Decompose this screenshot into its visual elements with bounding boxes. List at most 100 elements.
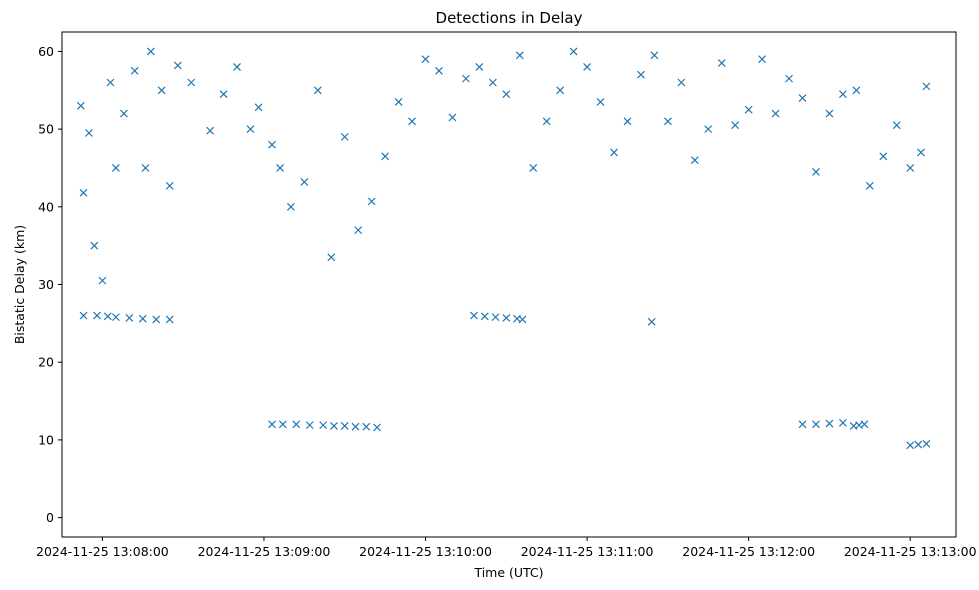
data-point: [340, 421, 349, 430]
data-point: [130, 66, 139, 75]
data-point: [98, 276, 107, 285]
data-point: [313, 86, 322, 95]
y-axis-ticks: 0 10 20 30 40 50 60: [38, 44, 62, 525]
data-point: [647, 317, 656, 326]
data-point: [838, 418, 847, 427]
data-point: [677, 78, 686, 87]
data-point: [111, 164, 120, 172]
data-point: [362, 422, 371, 431]
data-point: [93, 311, 101, 320]
data-point: [518, 315, 527, 324]
data-point: [812, 420, 820, 429]
data-point: [838, 90, 847, 99]
data-point: [690, 156, 699, 165]
data-point: [860, 420, 869, 429]
data-point: [771, 109, 780, 118]
data-point: [529, 164, 538, 172]
data-point: [892, 121, 901, 130]
y-tick-label: 30: [38, 277, 54, 292]
data-point: [502, 90, 511, 99]
data-point: [165, 315, 174, 324]
data-point: [394, 97, 403, 106]
data-point: [79, 188, 88, 197]
data-point: [90, 241, 99, 250]
data-point: [165, 181, 174, 190]
data-point: [758, 55, 767, 64]
data-point: [917, 148, 925, 157]
data-point: [502, 313, 511, 322]
y-tick-label: 0: [46, 510, 54, 525]
y-tick-label: 20: [38, 355, 54, 370]
data-point: [286, 202, 295, 211]
data-point: [865, 181, 874, 190]
data-point: [475, 63, 484, 71]
data-point: [650, 51, 659, 60]
y-tick-label: 50: [38, 122, 54, 137]
data-point: [152, 315, 161, 324]
data-point: [798, 94, 807, 102]
data-point: [852, 86, 861, 95]
data-point: [327, 253, 336, 262]
x-tick-label: 2024-11-25 13:13:00: [844, 544, 977, 559]
data-point: [381, 152, 390, 161]
data-point: [85, 129, 93, 137]
data-point: [798, 420, 807, 429]
data-point: [435, 66, 443, 75]
y-axis-label: Bistatic Delay (km): [12, 225, 27, 344]
data-point: [421, 55, 430, 64]
y-tick-label: 40: [38, 199, 54, 214]
data-point: [79, 311, 88, 320]
data-point: [354, 226, 363, 235]
data-point: [76, 101, 85, 110]
data-point: [157, 86, 166, 95]
data-point: [408, 117, 416, 126]
x-axis-ticks: 2024-11-25 13:08:00 2024-11-25 13:09:00 20…: [36, 537, 977, 559]
data-point: [448, 113, 457, 122]
data-point: [276, 164, 285, 172]
data-point: [491, 313, 500, 322]
data-point: [596, 97, 605, 106]
data-point: [785, 74, 793, 83]
chart-title: Detections in Delay: [436, 9, 583, 27]
data-point: [340, 132, 349, 141]
data-point: [300, 178, 309, 186]
data-point: [246, 125, 255, 134]
data-point: [542, 117, 551, 126]
data-point: [120, 109, 128, 118]
data-point: [330, 421, 338, 430]
data-point: [922, 439, 931, 448]
x-tick-label: 2024-11-25 13:08:00: [36, 544, 169, 559]
data-point: [556, 86, 565, 95]
x-axis-label: Time (UTC): [473, 565, 543, 580]
data-point: [731, 121, 740, 130]
data-point: [480, 312, 489, 321]
data-point: [879, 152, 888, 161]
data-point: [470, 311, 478, 320]
data-point: [146, 47, 155, 56]
data-point: [569, 47, 578, 56]
data-point: [351, 422, 360, 431]
data-point: [704, 125, 713, 134]
data-point: [515, 51, 524, 60]
data-point: [173, 61, 182, 70]
y-tick-label: 60: [38, 44, 54, 59]
data-point: [461, 74, 470, 83]
data-point: [906, 441, 915, 450]
y-tick-label: 10: [38, 432, 54, 447]
data-point: [254, 103, 263, 112]
x-tick-label: 2024-11-25 13:09:00: [198, 544, 331, 559]
data-point: [906, 164, 915, 172]
data-point: [278, 420, 287, 429]
data-point: [663, 117, 672, 126]
data-point: [367, 197, 376, 206]
data-point: [373, 423, 381, 432]
data-point: [744, 105, 753, 114]
x-tick-label: 2024-11-25 13:11:00: [521, 544, 654, 559]
data-point: [922, 82, 931, 91]
data-point: [125, 313, 134, 322]
data-point: [106, 78, 115, 87]
data-point: [319, 421, 328, 430]
data-point: [268, 140, 276, 149]
data-point: [233, 63, 241, 71]
